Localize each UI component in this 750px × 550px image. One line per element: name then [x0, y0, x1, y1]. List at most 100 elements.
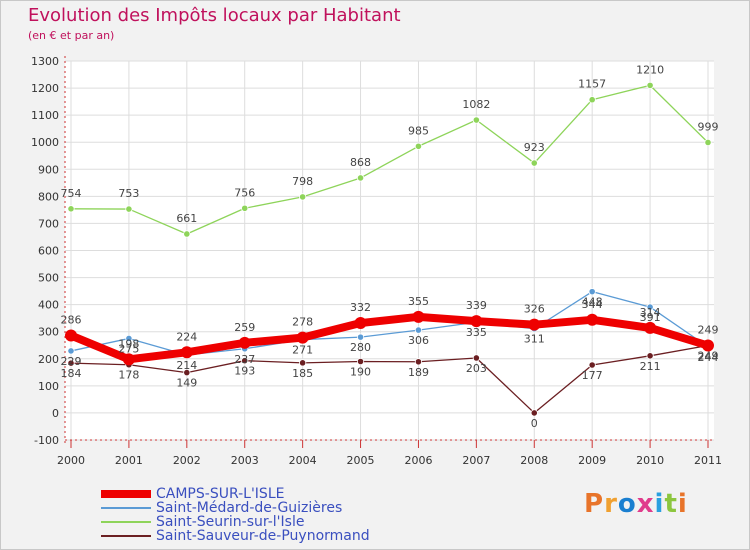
data-point [241, 204, 249, 212]
logo-letter: o [617, 489, 637, 519]
data-label: 259 [234, 321, 255, 334]
data-point [125, 334, 133, 343]
data-label: 193 [234, 365, 255, 378]
proxiti-logo: Proxiti [584, 489, 688, 519]
data-point [356, 357, 365, 366]
x-tick-label: 2005 [347, 454, 375, 467]
series-line [67, 312, 712, 364]
data-point [704, 138, 712, 147]
data-label: 1082 [462, 98, 490, 111]
y-tick-label: 500 [38, 272, 59, 285]
data-label: 332 [350, 301, 371, 314]
data-label: 355 [408, 295, 429, 308]
data-point [472, 354, 480, 362]
legend-item-saint-medard: Saint-Médard-de-Guizières [101, 501, 401, 515]
data-point [299, 359, 307, 367]
data-label: 344 [582, 298, 603, 311]
data-point [67, 205, 75, 213]
x-tick-label: 2000 [57, 454, 85, 467]
legend-swatch [101, 521, 151, 523]
data-point [414, 326, 423, 334]
data-point [646, 303, 654, 311]
data-point [588, 288, 596, 296]
y-tick-label: 1200 [31, 82, 59, 95]
data-point [530, 409, 538, 417]
data-point [412, 310, 425, 323]
logo-letter: i [654, 489, 665, 519]
data-point [180, 346, 193, 359]
x-tick-label: 2002 [173, 454, 201, 467]
data-point [646, 81, 654, 89]
data-point [67, 347, 75, 355]
data-point [702, 339, 714, 352]
data-label: 868 [350, 156, 371, 169]
y-tick-label: 700 [38, 217, 59, 230]
logo-letter: P [584, 489, 605, 519]
data-point [183, 368, 191, 377]
data-label: 249 [698, 324, 719, 337]
data-point [356, 174, 365, 182]
data-label: 311 [524, 333, 545, 346]
data-label: 185 [292, 367, 313, 380]
data-label: 178 [118, 369, 139, 382]
logo-letter: r [604, 489, 618, 519]
data-label: 149 [176, 377, 197, 390]
data-point [241, 357, 249, 365]
legend-label: Saint-Sauveur-de-Puynormand [156, 528, 370, 544]
data-point [125, 205, 133, 213]
data-label: 184 [61, 367, 82, 380]
y-tick-label: 100 [38, 380, 59, 393]
x-tick-label: 2004 [289, 454, 317, 467]
x-tick-label: 2001 [115, 454, 143, 467]
logo-letter: x [636, 489, 655, 519]
data-label: 314 [640, 306, 661, 319]
data-point [470, 315, 483, 328]
legend-label: Saint-Seurin-sur-l'Isle [156, 514, 305, 530]
data-label: 189 [408, 366, 429, 379]
data-label: 0 [531, 417, 538, 430]
data-point [356, 333, 365, 341]
data-label: 923 [524, 141, 545, 154]
data-label: 339 [466, 299, 487, 312]
data-point [354, 317, 367, 330]
data-point [67, 359, 75, 367]
data-label: 280 [350, 341, 371, 354]
data-label: 999 [698, 120, 719, 133]
data-label: 214 [176, 359, 197, 372]
y-tick-label: 800 [38, 190, 59, 203]
data-label: 1157 [578, 78, 606, 91]
chart-title: Evolution des Impôts locaux par Habitant [28, 5, 401, 26]
data-label: 754 [61, 187, 82, 200]
chart-subtitle: (en € et par an) [28, 29, 115, 42]
y-tick-label: -100 [34, 434, 59, 447]
data-label: 661 [176, 212, 197, 225]
y-tick-label: 0 [52, 407, 59, 420]
data-label: 985 [408, 124, 429, 137]
y-tick-label: 600 [38, 245, 59, 258]
series-line [70, 84, 709, 235]
x-tick-label: 2006 [404, 454, 432, 467]
data-label: 177 [582, 369, 603, 382]
legend-item-camps: CAMPS-SUR-L'ISLE [101, 487, 401, 501]
data-label: 448 [582, 296, 603, 309]
data-point [414, 142, 423, 150]
data-point [296, 331, 309, 344]
data-label: 326 [524, 303, 545, 316]
data-label: 756 [234, 186, 255, 199]
data-label: 271 [292, 344, 313, 357]
data-label: 335 [466, 326, 487, 339]
data-label: 798 [292, 175, 313, 188]
data-label: 278 [292, 316, 313, 329]
y-tick-label: 300 [38, 326, 59, 339]
data-label: 229 [61, 355, 82, 368]
y-tick-label: 1000 [31, 136, 59, 149]
data-label: 306 [408, 334, 429, 347]
logo-letter: i [677, 489, 688, 519]
data-point [644, 321, 657, 334]
data-label: 198 [118, 337, 139, 350]
data-label: 249 [698, 350, 719, 363]
data-point [299, 193, 307, 201]
data-point [528, 318, 541, 331]
y-tick-label: 1100 [31, 109, 59, 122]
